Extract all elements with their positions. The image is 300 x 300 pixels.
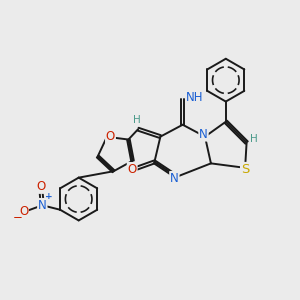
Text: S: S <box>241 163 249 176</box>
Text: N: N <box>199 128 208 141</box>
Text: H: H <box>133 115 140 125</box>
Text: N: N <box>170 172 179 185</box>
Text: O: O <box>19 205 28 218</box>
Text: O: O <box>128 163 137 176</box>
Text: O: O <box>36 180 45 193</box>
Text: O: O <box>106 130 115 143</box>
Text: N: N <box>38 199 47 212</box>
Text: +: + <box>45 193 53 202</box>
Text: H: H <box>250 134 258 144</box>
Text: NH: NH <box>186 92 204 104</box>
Text: −: − <box>13 211 22 224</box>
